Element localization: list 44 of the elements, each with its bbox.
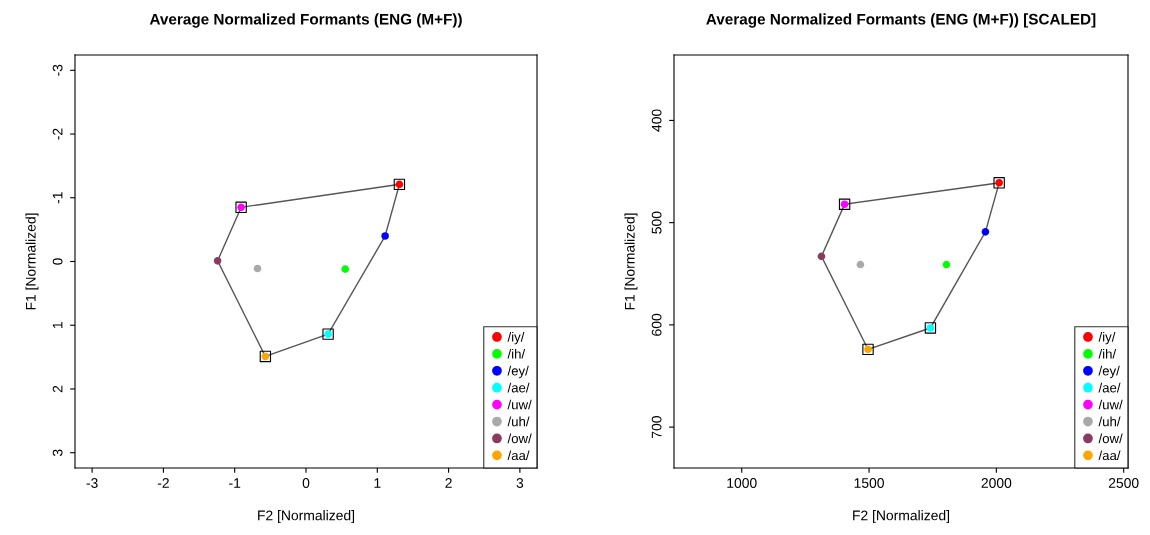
legend-label: /aa/ <box>1098 450 1121 461</box>
y-tick-label: 3 <box>52 449 63 457</box>
legend-label: /aa/ <box>507 450 530 461</box>
legend-label: /ow/ <box>507 433 532 444</box>
x-axis-title: F2 [Normalized] <box>853 510 950 524</box>
x-tick-label: -1 <box>229 478 241 488</box>
x-tick-label: -3 <box>86 478 98 488</box>
y-tick-label: -1 <box>52 192 63 204</box>
legend-label: /iy/ <box>1098 332 1116 345</box>
x-tick-label: 2000 <box>981 478 1012 488</box>
chart-title: Average Normalized Formants (ENG (M+F)) <box>149 13 462 28</box>
x-axis-title: F2 [Normalized] <box>258 510 355 524</box>
legend-label: /ey/ <box>507 365 529 379</box>
legend-label: /ow/ <box>1098 433 1123 444</box>
y-tick-label: 1 <box>52 322 63 329</box>
y-tick-label: -3 <box>52 64 63 76</box>
y-axis-title: F1 [Normalized] <box>25 213 39 310</box>
y-tick-label: 0 <box>52 258 63 265</box>
legend-label: /ae/ <box>507 382 530 393</box>
y-tick-label: -2 <box>52 128 63 140</box>
legend-label: /uw/ <box>507 399 532 410</box>
x-tick-label: 2 <box>445 478 452 488</box>
legend-label: /iy/ <box>507 332 525 345</box>
y-tick-label: 700 <box>651 416 662 438</box>
legend-label: /uh/ <box>1098 416 1121 427</box>
x-tick-label: 1000 <box>727 478 757 488</box>
legend-label: /ih/ <box>1098 348 1117 359</box>
y-tick-label: 600 <box>651 313 662 336</box>
legend-label: /ih/ <box>507 348 526 359</box>
x-tick-label: 3 <box>516 478 524 488</box>
legend-label: /uh/ <box>507 416 530 427</box>
x-tick-label: 1 <box>374 478 381 488</box>
y-tick-label: 500 <box>651 211 662 234</box>
x-tick-label: 0 <box>302 478 310 488</box>
chart-title: Average Normalized Formants (ENG (M+F)) [SCALED] <box>706 13 1096 28</box>
legend-label: /ae/ <box>1098 382 1121 393</box>
x-tick-label: -2 <box>157 478 169 488</box>
legend-label: /uw/ <box>1098 399 1123 410</box>
x-tick-label: 2500 <box>1108 478 1139 488</box>
x-tick-label: 1500 <box>854 478 884 488</box>
y-tick-label: 2 <box>52 385 63 393</box>
legend-label: /ey/ <box>1098 365 1120 379</box>
y-tick-label: 400 <box>651 109 662 132</box>
y-axis-title: F1 [Normalized] <box>624 213 638 310</box>
